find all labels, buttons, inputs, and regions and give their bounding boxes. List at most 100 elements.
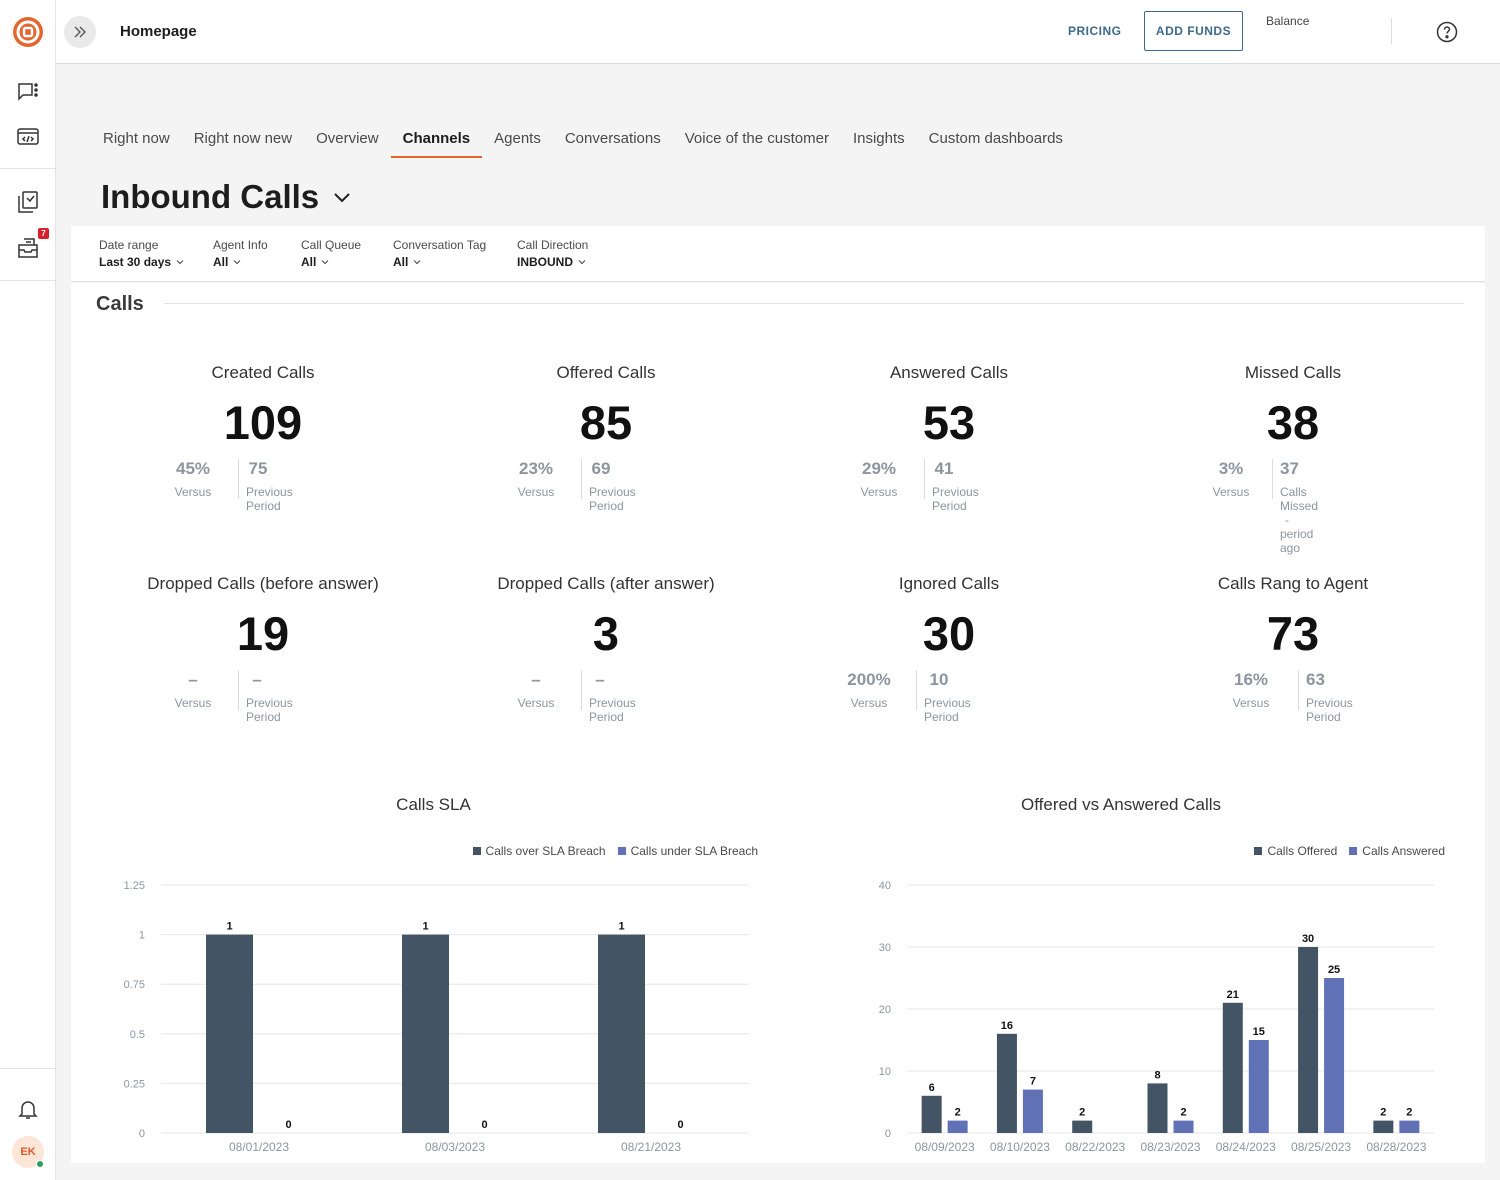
previous-value: 63 [1306, 670, 1325, 689]
data-label: 2 [1380, 1107, 1386, 1119]
versus-group: 45% Versus [153, 459, 233, 499]
tab-channels[interactable]: Channels [390, 130, 482, 158]
x-tick-label: 08/23/2023 [1140, 1140, 1200, 1154]
tab-overview[interactable]: Overview [316, 130, 379, 147]
metric-value: 19 [236, 607, 290, 660]
x-tick-label: 08/03/2023 [425, 1140, 485, 1154]
versus-group: 3% Versus [1191, 459, 1271, 499]
bar-calls-answered [1399, 1120, 1420, 1133]
bar-calls-answered [1022, 1089, 1043, 1133]
online-status-dot [36, 1160, 44, 1168]
previous-value: 37 [1280, 459, 1299, 478]
tab-custom-dashboards[interactable]: Custom dashboards [928, 130, 1063, 147]
expand-sidebar-button[interactable] [64, 16, 96, 48]
comparison-divider [916, 670, 917, 710]
data-label: 30 [1302, 933, 1314, 945]
x-tick-label: 08/21/2023 [621, 1140, 681, 1154]
data-label: 0 [481, 1119, 487, 1131]
versus-label: Versus [860, 485, 898, 499]
filter-agent-info[interactable]: Agent Info All [213, 238, 268, 271]
y-tick-label: 1.25 [124, 880, 145, 892]
filter-label: Date range [99, 238, 159, 252]
bar-calls-offered [1222, 1002, 1243, 1133]
topbar-divider [1391, 18, 1392, 44]
reports-icon[interactable] [16, 190, 40, 214]
bar-calls-over-sla-breach [206, 934, 253, 1133]
versus-label: Versus [174, 485, 212, 499]
tab-conversations[interactable]: Conversations [564, 130, 661, 147]
metric-value: 30 [922, 607, 976, 660]
versus-group: 29% Versus [839, 459, 919, 499]
legend-label: Calls under SLA Breach [630, 844, 758, 858]
metric-title: Dropped Calls (after answer) [497, 574, 715, 593]
metric-ignored-calls: Ignored Calls 30 200% Versus 10 Previous Peri… [779, 574, 1119, 724]
data-label: 15 [1253, 1026, 1265, 1038]
legend-item-calls-answered: Calls Answered [1349, 844, 1445, 858]
previous-value: 41 [934, 459, 954, 478]
calls-panel: Calls Created Calls 109 45% Versus 75 Previou… [71, 283, 1485, 1163]
code-window-icon[interactable] [16, 124, 40, 148]
comparison-divider [1298, 670, 1299, 710]
previous-label: Previous Period [932, 485, 979, 513]
data-label: 6 [929, 1082, 935, 1094]
chevron-down-icon [334, 193, 350, 203]
filter-value: All [301, 255, 317, 269]
x-tick-label: 08/25/2023 [1291, 1140, 1351, 1154]
metric-title: Calls Rang to Agent [1217, 574, 1369, 593]
filter-value: Last 30 days [99, 255, 172, 269]
filter-conversation-tag[interactable]: Conversation Tag All [393, 238, 486, 271]
pricing-link[interactable]: PRICING [1068, 24, 1122, 38]
y-tick-label: 0.25 [124, 1078, 145, 1090]
data-label: 2 [1079, 1107, 1085, 1119]
metric-title: Created Calls [211, 363, 315, 382]
metric-answered-calls: Answered Calls 53 29% Versus 41 Previous Peri… [779, 363, 1119, 513]
versus-value: – [531, 670, 541, 689]
y-tick-label: 10 [879, 1066, 891, 1078]
rail-divider [0, 168, 56, 169]
tab-insights[interactable]: Insights [852, 130, 905, 147]
inbox-badge: 7 [38, 228, 49, 239]
data-label: 0 [677, 1119, 683, 1131]
data-label: 8 [1154, 1069, 1160, 1081]
previous-label: Calls Missed - period ago [1280, 485, 1319, 555]
filter-value: INBOUND [517, 255, 573, 269]
filter-call-queue[interactable]: Call Queue All [301, 238, 361, 271]
versus-value: 23% [518, 459, 554, 478]
page-label: Homepage [120, 23, 197, 40]
previous-value: 75 [248, 459, 268, 478]
filter-value: All [393, 255, 409, 269]
inbox-icon[interactable] [16, 236, 40, 260]
tab-voice-of-the-customer[interactable]: Voice of the customer [684, 130, 829, 147]
chevron-down-icon [413, 252, 421, 270]
top-bar: Homepage PRICING ADD FUNDS Balance [56, 0, 1500, 64]
versus-label: Versus [850, 696, 888, 710]
rail-divider [0, 280, 56, 281]
chat-icon[interactable] [16, 80, 40, 104]
bell-icon[interactable] [16, 1097, 40, 1121]
filter-date-range[interactable]: Date range Last 30 days [99, 238, 184, 271]
double-chevron-right-icon [74, 26, 86, 38]
tab-right-now[interactable]: Right now [103, 130, 170, 147]
add-funds-button[interactable]: ADD FUNDS [1144, 11, 1243, 51]
help-icon[interactable] [1436, 21, 1458, 43]
x-tick-label: 08/09/2023 [915, 1140, 975, 1154]
metric-dropped-calls-before-answer: Dropped Calls (before answer) 19 – Versus – P… [93, 574, 433, 724]
tab-agents[interactable]: Agents [494, 130, 541, 147]
data-label: 0 [285, 1119, 291, 1131]
chart-legend-offered-vs-answered: Calls Offered Calls Answered [1254, 844, 1445, 858]
filter-call-direction[interactable]: Call Direction INBOUND [517, 238, 588, 271]
dashboard-title-dropdown[interactable]: Inbound Calls [101, 178, 351, 216]
metric-title: Missed Calls [1244, 363, 1342, 382]
versus-value: 200% [847, 670, 891, 689]
bar-calls-offered [996, 1033, 1017, 1133]
logo-icon[interactable] [12, 16, 44, 48]
bar-calls-offered [1298, 947, 1319, 1133]
bar-calls-offered [1072, 1120, 1093, 1133]
filter-label: Call Direction [517, 238, 589, 252]
versus-label: Versus [174, 696, 212, 710]
data-label: 21 [1227, 989, 1239, 1001]
chevron-down-icon [321, 252, 329, 270]
metric-missed-calls: Missed Calls 38 3% Versus 37 Calls Missed - p… [1123, 363, 1463, 555]
tab-right-now-new[interactable]: Right now new [193, 130, 293, 147]
data-label: 25 [1328, 964, 1340, 976]
